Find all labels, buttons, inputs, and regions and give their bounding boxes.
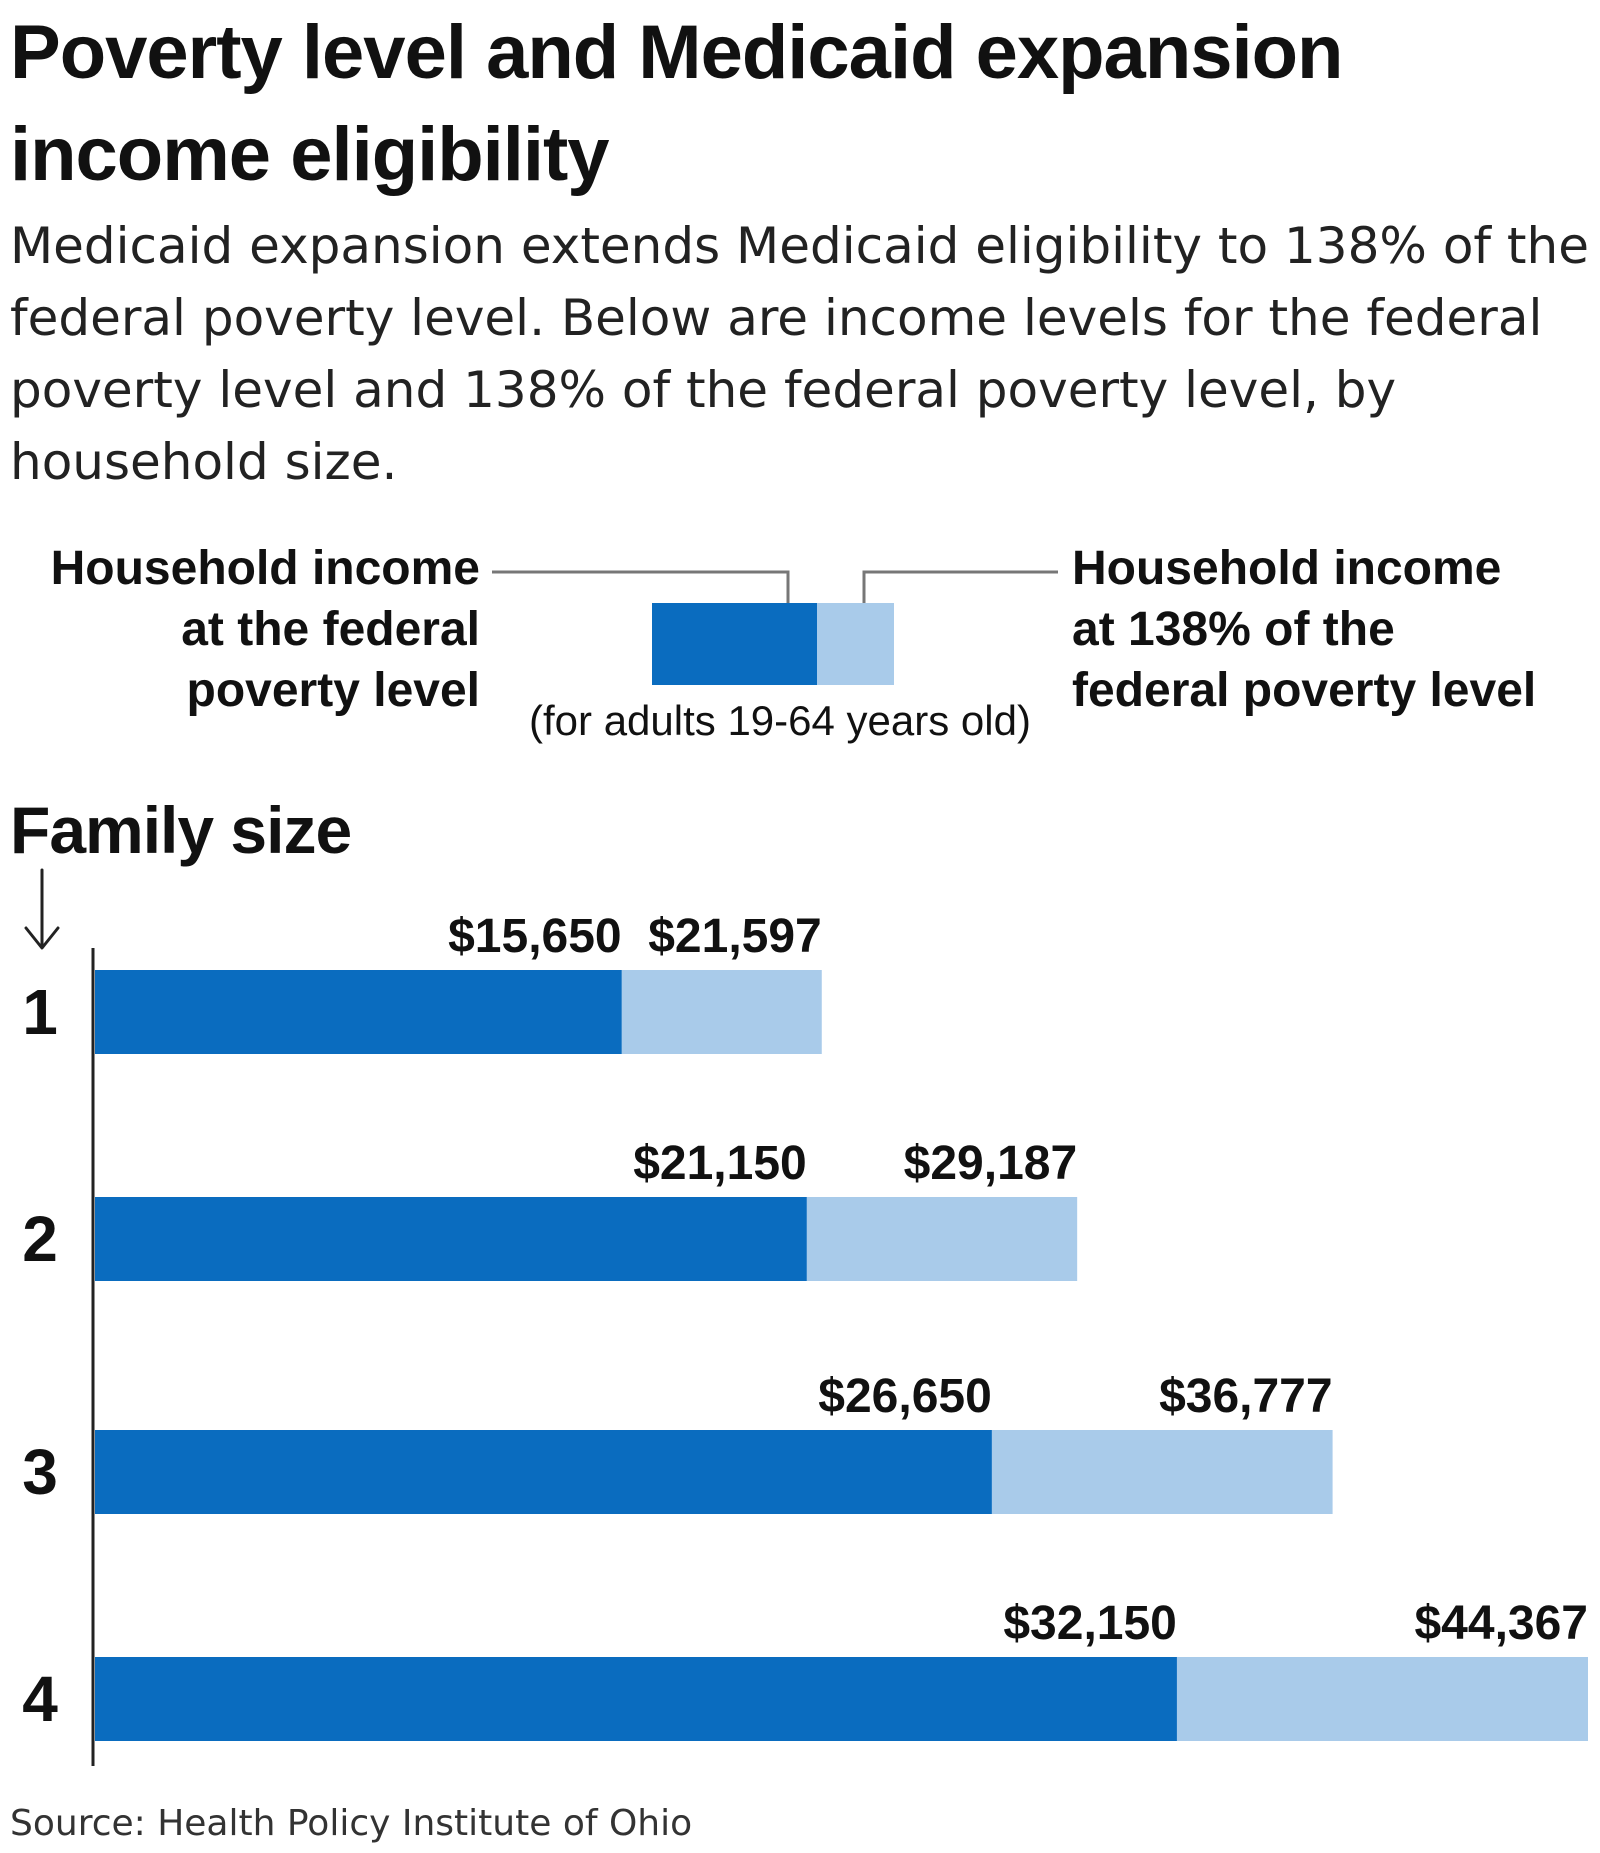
data-label-federal-poverty-level: $21,150 <box>633 1137 807 1190</box>
axis-label-family-size: Family size <box>10 793 352 867</box>
data-label-federal-poverty-level: $26,650 <box>818 1370 992 1423</box>
bar-federal-poverty-level <box>95 1197 807 1281</box>
data-label-138-percent-poverty-level: $29,187 <box>904 1137 1078 1190</box>
category-label-family-size: 4 <box>22 1663 58 1735</box>
legend-expansion-label: Household income at 138% of the federal … <box>1072 542 1537 717</box>
bar-group: $32,150 $44,367 4 <box>22 1597 1588 1741</box>
category-label-family-size: 2 <box>22 1203 58 1275</box>
data-label-138-percent-poverty-level: $21,597 <box>648 910 822 963</box>
legend-swatch-poverty <box>652 603 817 685</box>
legend-age-note: (for adults 19-64 years old) <box>529 697 1031 744</box>
category-label-family-size: 3 <box>22 1436 58 1508</box>
bar-group: $26,650 $36,777 3 <box>22 1370 1333 1514</box>
legend-poverty-label: Household income at the federal poverty … <box>50 542 480 717</box>
data-label-federal-poverty-level: $15,650 <box>448 910 622 963</box>
bar-federal-poverty-level <box>95 1430 992 1514</box>
bar-federal-poverty-level <box>95 1657 1177 1741</box>
source-note: Source: Health Policy Institute of Ohio <box>10 1803 693 1844</box>
data-label-138-percent-poverty-level: $36,777 <box>1159 1370 1333 1423</box>
down-arrow-icon <box>24 868 60 950</box>
bar-group: $15,650 $21,597 1 <box>22 910 822 1054</box>
legend-swatch-expansion <box>817 603 894 685</box>
legend-leader-right <box>862 570 1058 603</box>
chart-title: Poverty level and Medicaid expansion inc… <box>10 10 1343 197</box>
bar-group: $21,150 $29,187 2 <box>22 1137 1078 1281</box>
category-label-family-size: 1 <box>22 976 58 1048</box>
data-label-federal-poverty-level: $32,150 <box>1003 1597 1177 1650</box>
bar-federal-poverty-level <box>95 970 622 1054</box>
data-label-138-percent-poverty-level: $44,367 <box>1414 1597 1588 1650</box>
legend-swatch <box>492 570 1058 685</box>
legend-leader-left <box>492 570 790 603</box>
chart-subtitle: Medicaid expansion extends Medicaid elig… <box>10 217 1589 491</box>
